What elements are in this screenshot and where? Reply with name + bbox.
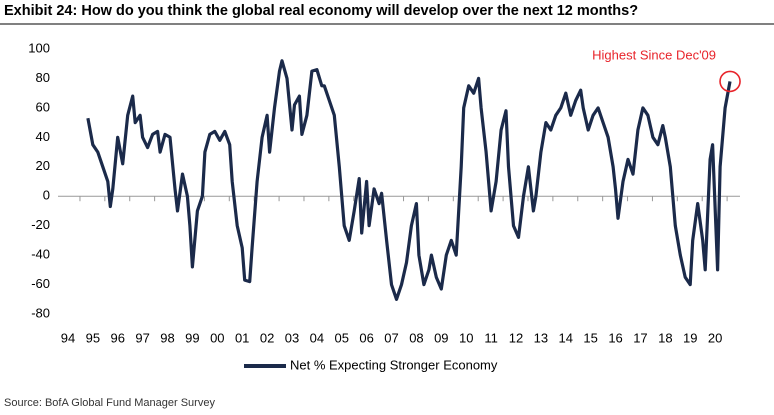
x-tick-label: 19 bbox=[683, 330, 697, 345]
x-tick-label: 09 bbox=[434, 330, 448, 345]
x-tick-label: 97 bbox=[135, 330, 149, 345]
x-tick-label: 99 bbox=[185, 330, 199, 345]
x-tick-label: 13 bbox=[534, 330, 548, 345]
y-tick-label: -20 bbox=[31, 217, 50, 232]
x-tick-label: 14 bbox=[559, 330, 573, 345]
y-tick-label: 60 bbox=[36, 99, 50, 114]
x-tick-label: 05 bbox=[335, 330, 349, 345]
x-tick-label: 00 bbox=[210, 330, 224, 345]
y-tick-label: 40 bbox=[36, 129, 50, 144]
x-tick-label: 96 bbox=[111, 330, 125, 345]
y-tick-label: 80 bbox=[36, 70, 50, 85]
x-tick-label: 98 bbox=[160, 330, 174, 345]
y-tick-label: 20 bbox=[36, 158, 50, 173]
x-tick-label: 03 bbox=[285, 330, 299, 345]
x-tick-label: 10 bbox=[459, 330, 473, 345]
x-tick-label: 18 bbox=[658, 330, 672, 345]
x-tick-label: 94 bbox=[61, 330, 75, 345]
y-tick-label: -80 bbox=[31, 305, 50, 320]
x-tick-label: 12 bbox=[509, 330, 523, 345]
series-line bbox=[86, 59, 732, 301]
x-tick-label: 02 bbox=[260, 330, 274, 345]
y-tick-label: 0 bbox=[43, 188, 50, 203]
x-tick-label: 06 bbox=[359, 330, 373, 345]
x-tick-label: 20 bbox=[708, 330, 722, 345]
x-tick-label: 17 bbox=[633, 330, 647, 345]
x-tick-label: 16 bbox=[608, 330, 622, 345]
y-tick-label: 100 bbox=[28, 40, 50, 55]
x-tick-label: 04 bbox=[310, 330, 324, 345]
y-tick-label: -40 bbox=[31, 247, 50, 262]
source: Source: BofA Global Fund Manager Survey bbox=[4, 397, 215, 409]
annotation: Highest Since Dec'09 bbox=[592, 47, 716, 62]
x-tick-label: 01 bbox=[235, 330, 249, 345]
chart-title: Exhibit 24: How do you think the global … bbox=[4, 3, 638, 19]
x-tick-label: 15 bbox=[583, 330, 597, 345]
x-tick-label: 07 bbox=[384, 330, 398, 345]
x-tick-label: 95 bbox=[86, 330, 100, 345]
highlight-circle bbox=[719, 70, 741, 93]
legend-label: Net % Expecting Stronger Economy bbox=[290, 357, 498, 372]
x-tick-label: 11 bbox=[484, 330, 498, 345]
x-tick-label: 08 bbox=[409, 330, 423, 345]
y-tick-label: -60 bbox=[31, 276, 50, 291]
